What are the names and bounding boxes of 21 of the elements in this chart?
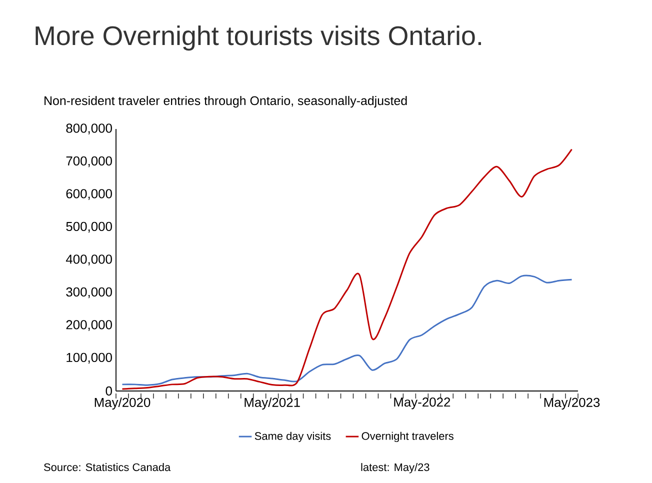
y-tick-label: 300,000 bbox=[66, 287, 112, 298]
y-tick-label: 0 bbox=[106, 386, 112, 396]
text: latest: May/23 bbox=[361, 463, 430, 474]
legend-label: Overnight travelers bbox=[362, 432, 454, 442]
chart-subtitle: Non-resident traveler entries through Ontario, seasonally-adjusted bbox=[44, 96, 407, 108]
y-tick-label: 500,000 bbox=[66, 222, 112, 233]
line-series bbox=[122, 274, 573, 386]
x-tick-label: May/2020 bbox=[94, 397, 150, 410]
line-series bbox=[122, 148, 573, 390]
y-tick-label: 200,000 bbox=[66, 320, 112, 331]
y-tick-label: 100,000 bbox=[66, 352, 112, 364]
y-tick-label: 400,000 bbox=[66, 254, 112, 266]
source-note: Source: Statistics Canada bbox=[44, 463, 171, 472]
y-tick-label: 700,000 bbox=[66, 156, 112, 168]
x-tick-label: May-2022 bbox=[394, 397, 450, 410]
x-tick-label: May/2021 bbox=[244, 397, 300, 410]
y-tick-label: 600,000 bbox=[66, 189, 112, 200]
y-tick-label: 800,000 bbox=[66, 124, 112, 134]
legend-label: Same day visits bbox=[254, 432, 331, 442]
chart-title: More Overnight tourists visits Ontario. bbox=[36, 25, 481, 51]
x-tick-label: May/2023 bbox=[544, 397, 600, 410]
